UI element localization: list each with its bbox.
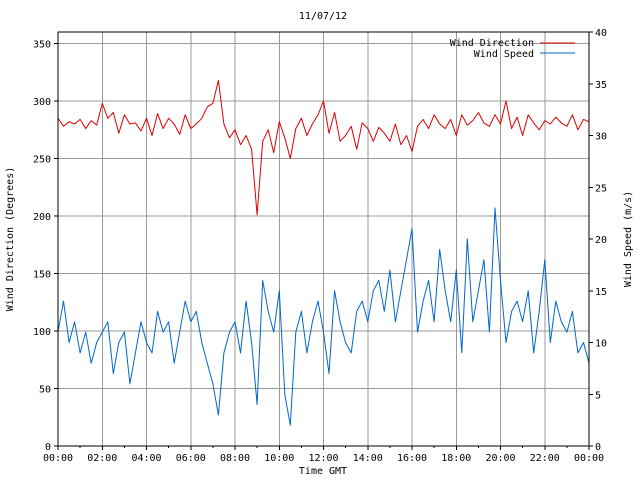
y-left-tick-label: 250	[33, 155, 51, 166]
x-tick-label: 22:00	[530, 453, 560, 464]
y-left-tick-label: 150	[33, 270, 51, 281]
x-tick-label: 14:00	[353, 453, 383, 464]
y-right-tick-label: 5	[595, 390, 601, 401]
series-line-wind-speed	[57, 207, 590, 426]
series-line-wind-direction	[57, 79, 590, 216]
y-right-tick-label: 10	[595, 339, 607, 350]
x-tick-label: 10:00	[264, 453, 294, 464]
x-tick-label: 02:00	[87, 453, 117, 464]
y-right-tick-label: 15	[595, 287, 607, 298]
x-tick-label: 18:00	[441, 453, 471, 464]
grid	[58, 32, 589, 446]
x-tick-label: 06:00	[176, 453, 206, 464]
x-tick-label: 16:00	[397, 453, 427, 464]
left-axis-label: Wind Direction (Degrees)	[5, 167, 16, 312]
legend: Wind Direction Wind Speed	[450, 38, 575, 60]
y-left-tick-label: 100	[33, 327, 51, 338]
y-right-tick-label: 30	[595, 132, 607, 143]
series-layer	[57, 79, 590, 426]
legend-label-wind-direction: Wind Direction	[450, 38, 534, 49]
x-tick-label: 20:00	[485, 453, 515, 464]
right-axis-tick-labels: 0 5 10 15 20 25 30 35 40	[595, 28, 607, 453]
x-tick-label: 04:00	[131, 453, 161, 464]
y-right-tick-label: 25	[595, 183, 607, 194]
right-axis-label: Wind Speed (m/s)	[623, 191, 634, 287]
x-tick-label: 08:00	[220, 453, 250, 464]
x-axis-label: Time GMT	[299, 466, 347, 477]
axis-ticks	[54, 31, 593, 450]
y-left-tick-label: 0	[45, 442, 51, 453]
y-left-tick-label: 50	[39, 385, 51, 396]
y-right-tick-label: 40	[595, 28, 607, 39]
chart-title: 11/07/12	[299, 11, 347, 22]
y-left-tick-label: 300	[33, 97, 51, 108]
y-right-tick-label: 0	[595, 442, 601, 453]
y-right-tick-label: 20	[595, 235, 607, 246]
y-left-tick-label: 200	[33, 212, 51, 223]
x-tick-label: 00:00	[574, 453, 604, 464]
y-right-tick-label: 35	[595, 80, 607, 91]
x-axis-tick-labels: 00:00 02:00 04:00 06:00 08:00 10:00 12:00 14:00…	[43, 453, 604, 464]
y-left-tick-label: 350	[33, 40, 51, 51]
left-axis-tick-labels: 0 50 100 150 200 250 300 350	[33, 40, 51, 454]
x-tick-label: 00:00	[43, 453, 73, 464]
legend-label-wind-speed: Wind Speed	[474, 49, 534, 60]
x-tick-label: 12:00	[308, 453, 338, 464]
